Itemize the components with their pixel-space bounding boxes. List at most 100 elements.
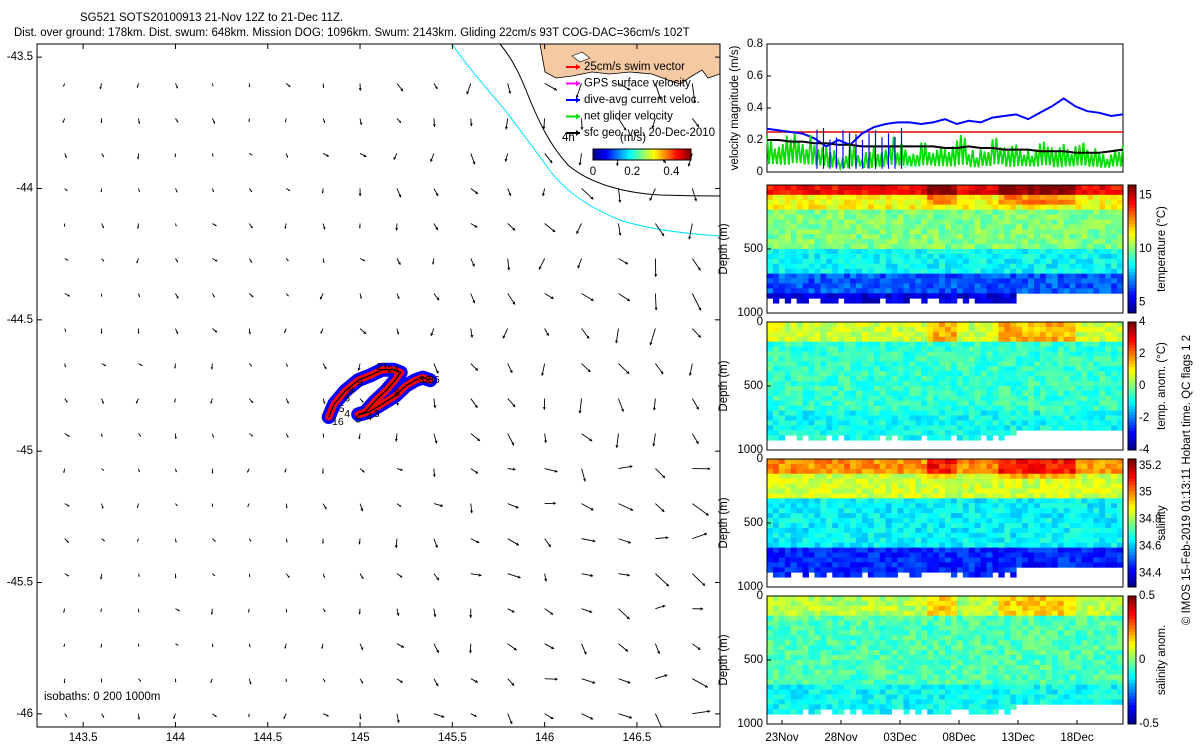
section-cell: [986, 532, 993, 539]
section-cell: [796, 513, 803, 519]
section-cell: [879, 547, 887, 553]
section-cell: [873, 204, 881, 211]
section-cell: [1028, 542, 1035, 549]
section-cell: [968, 273, 976, 279]
section-cell: [974, 249, 981, 255]
section-cell: [968, 268, 976, 275]
section-cell: [1010, 395, 1017, 402]
section-cell: [950, 503, 958, 509]
section-cell: [1045, 425, 1053, 431]
section-cell: [915, 513, 922, 519]
section-cell: [772, 410, 780, 416]
section-cell: [1045, 253, 1053, 260]
section-cell: [1039, 518, 1047, 524]
section-cell: [1075, 288, 1082, 294]
section-cell: [915, 415, 922, 421]
section-cell: [1022, 263, 1029, 270]
section-cell: [1028, 199, 1035, 206]
section-cell: [921, 562, 928, 568]
section-cell: [1069, 346, 1076, 352]
section-cell: [844, 473, 851, 480]
geo-velocity-arrowhead: [136, 157, 140, 160]
section-cell: [885, 229, 892, 235]
map-colorbar-cell: [655, 149, 658, 160]
section-cell: [921, 322, 928, 328]
geo-velocity-arrowhead: [435, 227, 438, 231]
section-cell: [826, 366, 833, 372]
geo-velocity-arrowhead: [64, 156, 67, 158]
section-cell: [778, 331, 786, 338]
section-cell: [790, 273, 798, 279]
section-colorbar-tick-label: 0: [1139, 380, 1145, 392]
section-cell: [903, 547, 910, 553]
section-cell: [933, 249, 940, 255]
section-cell: [903, 390, 910, 397]
section-cell: [1016, 263, 1023, 270]
section-cell: [1105, 219, 1112, 225]
section-cell: [1034, 278, 1041, 284]
section-cell: [1010, 278, 1017, 284]
section-cell: [915, 273, 922, 279]
section-cell: [1010, 224, 1017, 230]
section-cell: [1063, 542, 1070, 549]
section-cell: [992, 219, 999, 225]
section-cell: [945, 463, 952, 470]
section-cell: [826, 508, 833, 514]
section-cell: [826, 537, 833, 544]
section-cell: [962, 567, 970, 573]
section-cell: [885, 523, 892, 529]
section-cell: [909, 483, 916, 489]
section-cell: [784, 346, 792, 352]
section-cell: [921, 493, 928, 499]
section-colorbar-cell: [1128, 427, 1136, 432]
section-cell: [767, 395, 774, 402]
section-cell: [992, 567, 999, 573]
section-cell: [909, 283, 916, 289]
section-cell: [1051, 503, 1059, 509]
geo-velocity-arrowhead: [67, 504, 70, 507]
section-cell: [974, 468, 981, 475]
section-cell: [879, 356, 887, 362]
section-cell: [784, 473, 792, 480]
section-cell: [838, 567, 845, 573]
section-cell: [790, 425, 798, 431]
legend-swatch-head: [576, 64, 580, 70]
section-cell: [1075, 331, 1082, 338]
section-cell: [1016, 386, 1023, 392]
section-cell: [891, 253, 898, 260]
section-cell: [950, 331, 958, 338]
section-cell: [802, 263, 809, 270]
section-cell: [808, 508, 815, 514]
section-cell: [1004, 493, 1011, 499]
section-cell: [962, 361, 970, 367]
section-cell: [1069, 488, 1076, 494]
section-cell: [796, 209, 803, 215]
section-cell: [974, 435, 981, 441]
section-cell: [1022, 224, 1029, 230]
section-cell: [1028, 390, 1035, 397]
section-cell: [903, 483, 910, 489]
section-cell: [826, 395, 833, 402]
section-cell: [1093, 219, 1100, 225]
section-cell: [980, 498, 987, 504]
section-cell: [903, 229, 910, 235]
section-cell: [802, 430, 809, 436]
section-cell: [796, 552, 803, 558]
section-cell: [850, 278, 857, 284]
map-colorbar-cell: [625, 149, 628, 160]
section-cell: [879, 331, 887, 338]
section-cell: [1016, 229, 1023, 235]
section-cell: [772, 253, 780, 260]
section-cell: [909, 326, 916, 333]
section-cell: [974, 518, 981, 524]
section-cell: [772, 537, 780, 544]
section-cell: [921, 405, 928, 412]
section-cell: [1057, 493, 1065, 499]
section-cell: [808, 189, 815, 196]
section-cell: [974, 425, 981, 431]
section-cell: [945, 376, 952, 382]
geo-velocity-arrowhead: [469, 615, 473, 618]
section-cell: [962, 199, 970, 206]
section-cell: [915, 199, 922, 206]
section-cell: [1093, 199, 1100, 206]
